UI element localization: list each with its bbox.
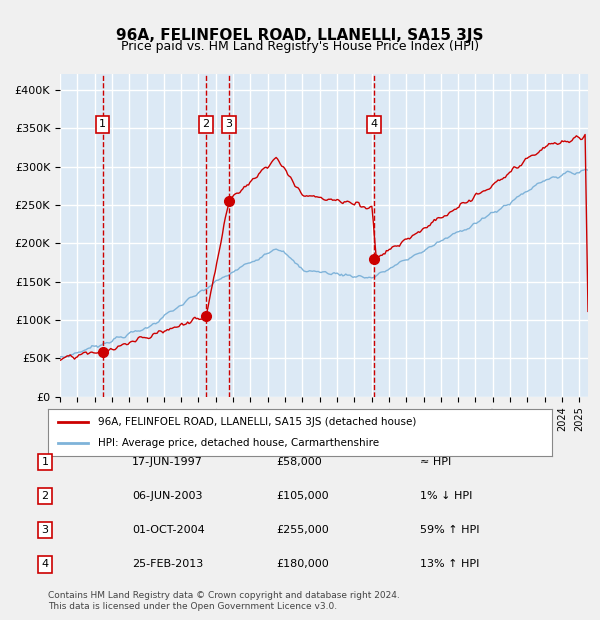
Text: 2: 2 (41, 491, 49, 501)
Text: 1: 1 (41, 457, 49, 467)
Text: 01-OCT-2004: 01-OCT-2004 (132, 525, 205, 535)
Text: Price paid vs. HM Land Registry's House Price Index (HPI): Price paid vs. HM Land Registry's House … (121, 40, 479, 53)
Text: 4: 4 (41, 559, 49, 569)
Text: £180,000: £180,000 (276, 559, 329, 569)
Text: 06-JUN-2003: 06-JUN-2003 (132, 491, 203, 501)
Text: £255,000: £255,000 (276, 525, 329, 535)
Text: Contains HM Land Registry data © Crown copyright and database right 2024.
This d: Contains HM Land Registry data © Crown c… (48, 591, 400, 611)
Text: 4: 4 (371, 119, 378, 130)
Text: £105,000: £105,000 (276, 491, 329, 501)
Text: 17-JUN-1997: 17-JUN-1997 (132, 457, 203, 467)
Text: 25-FEB-2013: 25-FEB-2013 (132, 559, 203, 569)
Text: 1% ↓ HPI: 1% ↓ HPI (420, 491, 472, 501)
Text: 13% ↑ HPI: 13% ↑ HPI (420, 559, 479, 569)
Text: ≈ HPI: ≈ HPI (420, 457, 451, 467)
Text: 96A, FELINFOEL ROAD, LLANELLI, SA15 3JS (detached house): 96A, FELINFOEL ROAD, LLANELLI, SA15 3JS … (98, 417, 417, 427)
Text: 2: 2 (202, 119, 209, 130)
Text: 96A, FELINFOEL ROAD, LLANELLI, SA15 3JS: 96A, FELINFOEL ROAD, LLANELLI, SA15 3JS (116, 28, 484, 43)
Text: 3: 3 (225, 119, 232, 130)
Text: 1: 1 (99, 119, 106, 130)
Text: HPI: Average price, detached house, Carmarthenshire: HPI: Average price, detached house, Carm… (98, 438, 380, 448)
Text: 3: 3 (41, 525, 49, 535)
Text: 59% ↑ HPI: 59% ↑ HPI (420, 525, 479, 535)
Text: £58,000: £58,000 (276, 457, 322, 467)
